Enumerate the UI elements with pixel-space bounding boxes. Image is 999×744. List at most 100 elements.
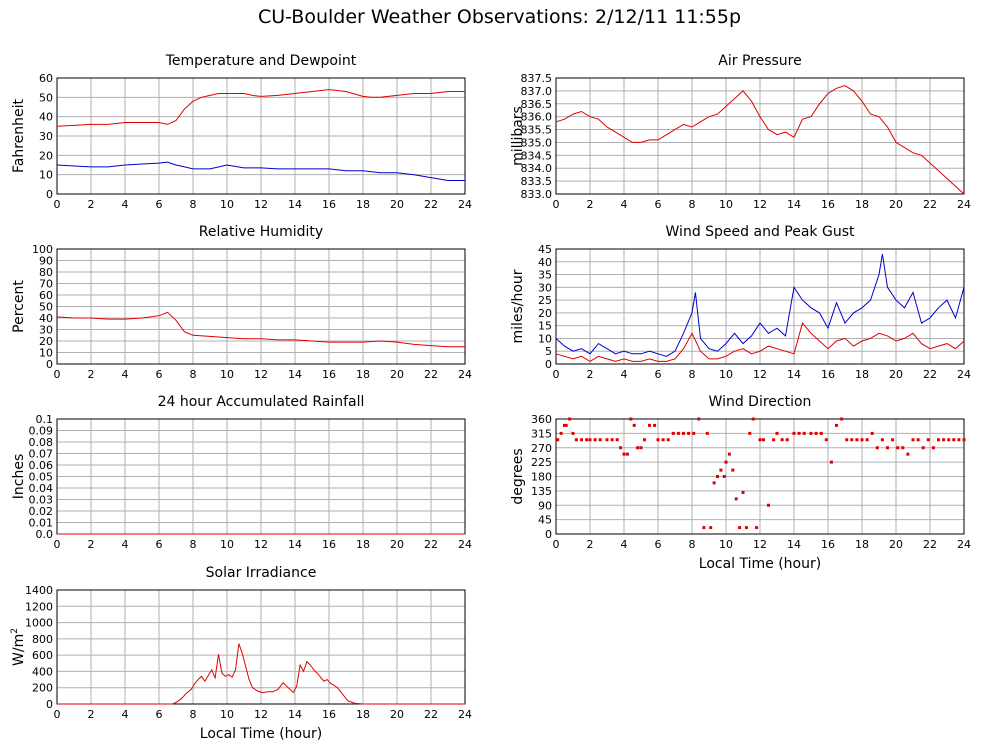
x-tick-label: 0 xyxy=(54,708,61,721)
y-tick-label: 20 xyxy=(39,149,53,162)
x-tick-label: 8 xyxy=(689,368,696,381)
x-axis-label: Local Time (hour) xyxy=(200,726,322,742)
y-tick-label: 0 xyxy=(46,358,53,371)
panel-title: Wind Speed and Peak Gust xyxy=(666,224,855,240)
x-tick-label: 22 xyxy=(424,538,438,551)
x-tick-label: 10 xyxy=(719,538,733,551)
data-point xyxy=(648,423,651,427)
y-tick-label: 10 xyxy=(538,332,552,345)
data-point xyxy=(780,438,784,442)
y-tick-label: 1400 xyxy=(25,584,53,597)
data-point xyxy=(731,468,735,472)
main-title: CU-Boulder Weather Observations: 2/12/11… xyxy=(257,6,742,28)
plot-frame xyxy=(555,77,965,195)
data-point xyxy=(724,460,728,464)
panel-title: Relative Humidity xyxy=(199,224,323,240)
data-point xyxy=(559,431,563,435)
y-tick-label: 45 xyxy=(538,514,552,527)
data-point xyxy=(656,438,660,442)
y-tick-label: 0.06 xyxy=(29,459,54,472)
data-point xyxy=(719,468,723,472)
y-tick-label: 30 xyxy=(39,130,53,143)
x-tick-label: 8 xyxy=(190,708,197,721)
y-tick-label: 0.0 xyxy=(36,528,54,541)
y-tick-label: 60 xyxy=(39,289,53,302)
x-tick-label: 16 xyxy=(322,538,336,551)
data-point xyxy=(580,438,583,442)
y-tick-label: 0.01 xyxy=(29,517,54,530)
relative-humidity-panel: 0 2 4 6 8 10 12 14 16 18 20 22 240102030405060708090… xyxy=(11,224,472,381)
y-axis-label: Inches xyxy=(11,454,27,499)
data-point xyxy=(676,431,680,435)
series-line xyxy=(555,254,965,357)
x-tick-label: 22 xyxy=(424,368,438,381)
y-tick-label: 40 xyxy=(538,256,552,269)
x-tick-label: 6 xyxy=(655,198,662,211)
data-point xyxy=(962,438,966,442)
data-point xyxy=(792,431,796,435)
x-tick-label: 14 xyxy=(787,198,801,211)
y-tick-label: 0.03 xyxy=(29,494,54,507)
rainfall-panel: 0 2 4 6 8 10 12 14 16 18 20 22 240.00.010.020.030.04… xyxy=(11,394,472,551)
data-point xyxy=(556,438,560,442)
y-tick-label: 834.5 xyxy=(521,149,553,162)
y-tick-label: 0.07 xyxy=(29,448,54,461)
data-point xyxy=(642,438,646,442)
x-tick-label: 24 xyxy=(957,368,971,381)
data-point xyxy=(734,497,738,501)
data-point xyxy=(588,438,592,442)
series-line xyxy=(57,643,465,705)
data-point xyxy=(942,438,946,442)
series-line xyxy=(555,322,965,362)
data-point xyxy=(748,431,752,435)
x-tick-label: 14 xyxy=(787,538,801,551)
data-point xyxy=(957,438,961,442)
data-point xyxy=(880,438,884,442)
y-tick-label: 0 xyxy=(545,358,552,371)
plot-frame xyxy=(56,248,466,365)
data-point xyxy=(840,417,844,421)
x-tick-label: 0 xyxy=(553,538,560,551)
x-tick-label: 22 xyxy=(923,538,937,551)
data-point xyxy=(802,431,806,435)
data-point xyxy=(896,446,900,450)
data-point xyxy=(926,438,930,442)
x-tick-label: 6 xyxy=(655,368,662,381)
x-tick-label: 4 xyxy=(621,368,628,381)
data-point xyxy=(901,446,905,450)
y-tick-label: 40 xyxy=(39,111,53,124)
x-tick-label: 18 xyxy=(855,538,869,551)
data-point xyxy=(716,475,719,478)
x-tick-label: 10 xyxy=(220,368,234,381)
data-point xyxy=(911,438,915,442)
data-point xyxy=(870,431,874,435)
series-line xyxy=(56,311,465,348)
x-tick-label: 16 xyxy=(322,198,336,211)
x-tick-label: 20 xyxy=(390,708,404,721)
x-tick-label: 22 xyxy=(923,198,937,211)
data-point xyxy=(775,431,779,435)
x-tick-label: 6 xyxy=(655,538,662,551)
data-point xyxy=(619,446,623,450)
x-tick-label: 18 xyxy=(855,368,869,381)
y-axis-label: degrees xyxy=(510,448,526,504)
y-tick-label: 15 xyxy=(538,320,552,333)
data-point xyxy=(585,438,589,442)
data-point xyxy=(824,438,828,442)
x-tick-label: 20 xyxy=(889,198,903,211)
x-tick-label: 6 xyxy=(156,708,163,721)
x-tick-label: 16 xyxy=(322,368,336,381)
data-point xyxy=(744,526,748,530)
x-tick-label: 22 xyxy=(424,708,438,721)
y-tick-label: 270 xyxy=(531,442,552,455)
x-tick-label: 2 xyxy=(587,368,594,381)
x-tick-label: 12 xyxy=(753,368,767,381)
data-point xyxy=(850,438,854,442)
y-tick-label: 315 xyxy=(531,427,552,440)
x-tick-label: 14 xyxy=(288,708,302,721)
x-tick-label: 24 xyxy=(458,708,472,721)
data-point xyxy=(797,431,801,435)
y-tick-label: 70 xyxy=(39,278,53,291)
y-tick-label: 10 xyxy=(39,347,53,360)
